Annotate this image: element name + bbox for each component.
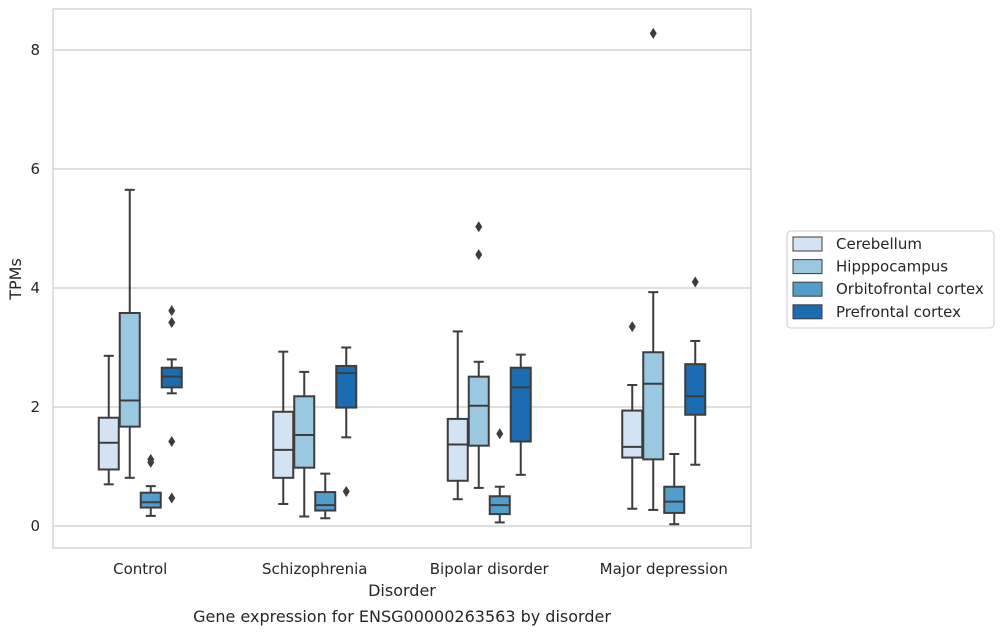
box-iqr: [446, 417, 469, 482]
box-iqr: [663, 485, 686, 514]
x-axis-ticks: Control Schizophrenia Bipolar disorder Majo…: [113, 560, 728, 578]
y-axis-title: TPMs: [6, 258, 25, 301]
box-iqr: [509, 366, 532, 443]
box-0-2: [139, 453, 162, 517]
x-tick-label: Major depression: [600, 560, 728, 578]
x-tick-label: Schizophrenia: [262, 560, 367, 578]
legend-swatch: [792, 259, 823, 275]
outlier-point: [649, 27, 657, 39]
outlier-point: [168, 436, 176, 448]
chart-caption: Gene expression for ENSG00000263563 by d…: [193, 607, 611, 626]
legend-label: Cerebellum: [836, 235, 922, 253]
y-tick-label: 6: [30, 160, 40, 178]
box-groups: [97, 27, 707, 526]
box-2-0: [446, 330, 469, 501]
grid-lines: [53, 49, 751, 527]
box-2-2: [488, 428, 511, 524]
box-iqr: [272, 410, 295, 479]
box-iqr: [314, 491, 337, 512]
legend: Cerebellum Hipppocampus Orbitofrontal cort…: [786, 230, 995, 329]
box-iqr: [139, 491, 162, 509]
box-0-3: [160, 305, 183, 504]
plot-frame: [52, 8, 752, 549]
y-axis-ticks: 0 2 4 6 8: [30, 41, 40, 535]
box-3-3: [684, 276, 707, 466]
legend-swatch: [792, 236, 823, 252]
x-tick-label: Bipolar disorder: [430, 560, 550, 578]
legend-label: Hipppocampus: [836, 258, 948, 276]
box-3-0: [621, 321, 644, 510]
box-iqr: [642, 351, 665, 461]
y-tick-label: 4: [30, 279, 40, 297]
box-3-1: [642, 27, 665, 511]
box-1-3: [335, 346, 358, 497]
box-iqr: [684, 363, 707, 416]
y-tick-label: 2: [30, 398, 40, 416]
x-tick-label: Control: [113, 560, 167, 578]
box-iqr: [335, 364, 358, 409]
y-tick-label: 8: [30, 41, 40, 59]
legend-label: Prefrontal cortex: [836, 303, 961, 321]
box-2-1: [467, 221, 490, 489]
plot-background: [53, 9, 751, 548]
box-3-2: [663, 453, 686, 526]
legend-frame: [786, 230, 995, 329]
box-2-3: [509, 353, 532, 476]
legend-swatch: [792, 281, 823, 297]
outlier-point: [168, 305, 176, 317]
outlier-point: [342, 485, 350, 497]
box-iqr: [621, 409, 644, 459]
box-1-0: [272, 350, 295, 505]
box-iqr: [467, 375, 490, 447]
y-tick-label: 0: [30, 517, 40, 535]
outlier-point: [475, 221, 483, 233]
outlier-point: [628, 321, 636, 333]
box-iqr: [293, 395, 316, 469]
legend-label: Orbitofrontal cortex: [836, 280, 984, 298]
outlier-point: [168, 492, 176, 504]
box-1-1: [293, 370, 316, 518]
box-1-2: [314, 472, 337, 520]
outlier-point: [496, 428, 504, 440]
box-0-1: [118, 188, 141, 479]
box-0-0: [97, 354, 120, 486]
legend-swatch: [792, 304, 823, 320]
outlier-point: [168, 317, 176, 329]
outlier-point: [147, 453, 155, 465]
x-axis-title: Disorder: [368, 581, 436, 600]
outlier-point: [475, 249, 483, 261]
outlier-point: [691, 276, 699, 288]
box-iqr: [118, 311, 141, 428]
